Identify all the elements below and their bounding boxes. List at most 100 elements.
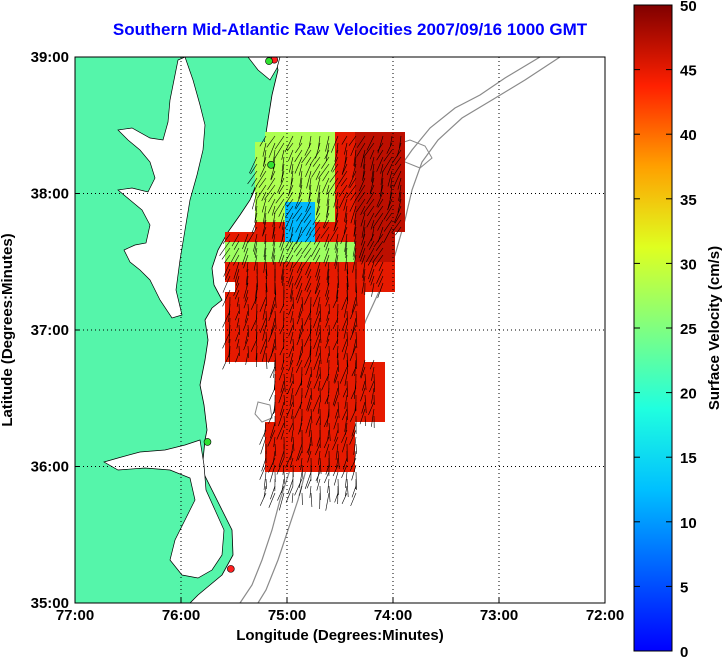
velocity-arrow <box>346 310 349 325</box>
velocity-cell <box>265 302 275 312</box>
velocity-arrow <box>303 247 312 258</box>
velocity-arrow <box>268 142 276 158</box>
velocity-arrow <box>313 373 321 389</box>
velocity-arrow <box>334 247 339 266</box>
velocity-cell <box>315 162 325 172</box>
velocity-cell <box>275 412 285 422</box>
velocity-cell <box>315 242 325 252</box>
velocity-arrow <box>350 457 357 471</box>
velocity-cell <box>355 272 365 282</box>
velocity-arrow <box>280 380 285 393</box>
velocity-arrow <box>366 135 375 151</box>
velocity-arrow <box>264 247 267 260</box>
velocity-arrow <box>294 156 303 174</box>
velocity-arrow <box>394 212 402 224</box>
velocity-arrow <box>310 492 313 507</box>
velocity-cell <box>275 132 285 142</box>
velocity-cell <box>285 372 295 382</box>
velocity-arrow <box>364 394 367 413</box>
velocity-arrow <box>247 170 258 185</box>
velocity-arrow <box>292 317 294 330</box>
velocity-arrow <box>286 401 294 417</box>
velocity-arrow <box>334 373 339 384</box>
velocity-arrow <box>278 450 285 467</box>
velocity-cell <box>235 332 245 342</box>
velocity-cell <box>385 192 395 202</box>
velocity-arrow <box>265 275 268 292</box>
velocity-arrow <box>243 296 249 309</box>
velocity-arrow <box>295 247 303 257</box>
velocity-arrow <box>325 338 330 349</box>
velocity-arrow <box>334 149 339 162</box>
velocity-arrow <box>244 310 249 323</box>
velocity-cell <box>235 322 245 332</box>
velocity-arrow <box>279 233 285 248</box>
velocity-cell <box>375 372 385 382</box>
velocity-arrow <box>352 163 357 178</box>
velocity-arrow <box>355 289 358 306</box>
velocity-arrow <box>255 170 267 187</box>
velocity-arrow <box>332 387 339 406</box>
velocity-arrow <box>312 394 321 412</box>
velocity-arrow <box>304 380 312 399</box>
velocity-cell <box>385 202 395 212</box>
velocity-arrow <box>259 317 267 333</box>
velocity-arrow <box>279 401 285 416</box>
velocity-arrow <box>363 198 375 214</box>
velocity-arrow <box>346 478 349 497</box>
velocity-arrow <box>300 394 303 409</box>
velocity-arrow <box>345 471 348 488</box>
velocity-cell <box>325 222 335 232</box>
velocity-cell <box>285 402 295 412</box>
velocity-arrow <box>345 247 348 258</box>
velocity-cell <box>265 182 275 192</box>
velocity-cell <box>235 292 245 302</box>
velocity-cell <box>365 382 375 392</box>
velocity-cell <box>345 342 355 352</box>
velocity-arrow <box>228 324 231 343</box>
velocity-arrow <box>251 177 258 187</box>
velocity-cell <box>375 272 385 282</box>
velocity-arrow <box>286 142 294 152</box>
velocity-arrow <box>301 296 304 311</box>
velocity-cell <box>235 232 245 242</box>
velocity-cell <box>325 202 335 212</box>
velocity-cell <box>355 152 365 162</box>
velocity-cell <box>385 232 395 242</box>
velocity-arrow <box>355 443 358 454</box>
velocity-arrow <box>235 331 240 342</box>
velocity-arrow <box>272 247 276 262</box>
velocity-arrow <box>372 212 384 229</box>
velocity-arrow <box>360 359 366 378</box>
velocity-arrow <box>387 198 393 211</box>
velocity-arrow <box>390 135 393 146</box>
velocity-cell <box>335 222 345 232</box>
velocity-arrow <box>323 415 330 428</box>
velocity-arrow <box>301 317 304 332</box>
lat-tick-label: 38:00 <box>31 186 69 203</box>
velocity-arrow <box>253 254 258 271</box>
velocity-arrow <box>262 219 267 236</box>
velocity-cell <box>245 232 255 242</box>
velocity-cell <box>265 332 275 342</box>
velocity-arrow <box>380 170 384 185</box>
velocity-arrow <box>324 443 330 458</box>
velocity-cell <box>325 382 335 392</box>
velocity-arrow <box>341 429 348 443</box>
velocity-cell <box>265 342 275 352</box>
velocity-arrow <box>355 352 358 369</box>
colorbar-tick-label: 30 <box>680 256 697 273</box>
velocity-arrow <box>380 163 384 174</box>
velocity-arrow <box>305 156 312 166</box>
velocity-cell <box>295 222 305 232</box>
velocity-arrow <box>368 401 375 415</box>
velocity-arrow <box>315 317 321 336</box>
velocity-arrow <box>371 170 375 183</box>
velocity-arrow <box>346 268 349 287</box>
velocity-arrow <box>272 226 276 239</box>
velocity-arrow <box>251 191 258 210</box>
velocity-arrow <box>265 268 267 279</box>
velocity-cell <box>305 422 315 432</box>
velocity-arrow <box>337 380 340 395</box>
velocity-cell <box>375 202 385 212</box>
